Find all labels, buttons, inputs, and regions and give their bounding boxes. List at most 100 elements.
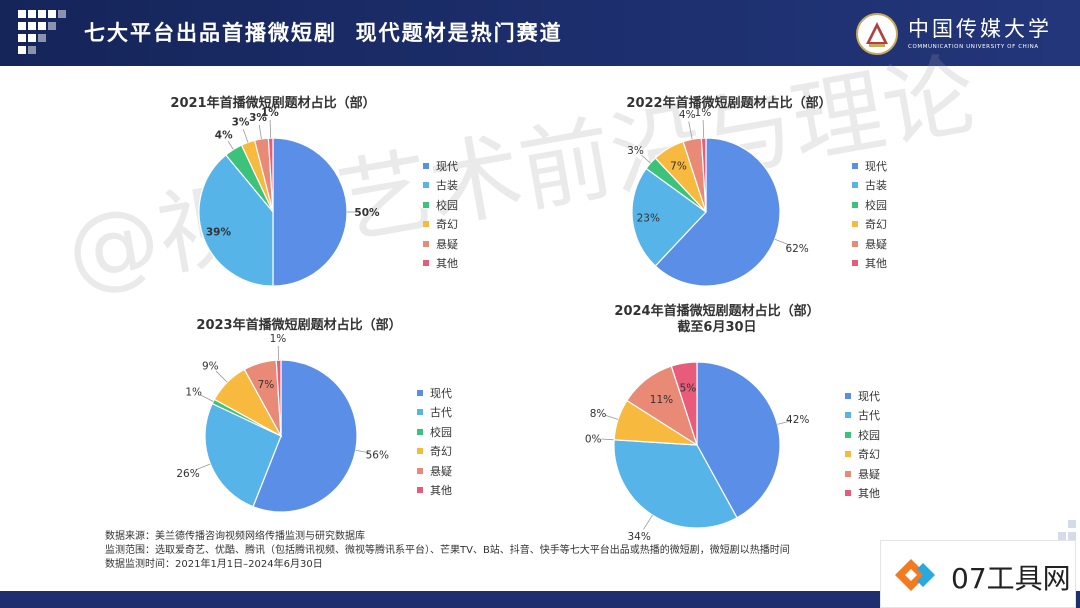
university-seal-icon: [856, 13, 898, 55]
legend-label: 校园: [436, 198, 458, 212]
data-label-1: 62%: [785, 243, 808, 255]
legend-item: 古装: [423, 176, 458, 196]
pie-slice-1: [252, 359, 358, 513]
university-name: 中国传媒大学: [908, 17, 1052, 41]
legend-swatch: [852, 260, 858, 267]
grid-logo-icon: [18, 10, 66, 54]
legend-label: 其他: [436, 257, 458, 271]
legend-swatch: [417, 389, 423, 396]
chart-title-2024: 2024年首播微短剧题材占比（部） 截至6月30日: [594, 304, 840, 336]
legend-item: 其他: [852, 254, 887, 274]
legend-item: 奇幻: [845, 445, 880, 465]
leader-line-6: [269, 120, 272, 139]
data-label-3: 3%: [627, 145, 644, 157]
data-label-6: 1%: [270, 333, 287, 345]
data-label-6: 5%: [680, 383, 697, 395]
legend-swatch: [423, 260, 429, 267]
legend-swatch: [845, 451, 851, 458]
legend-label: 古代: [430, 406, 452, 420]
legend-item: 古装: [852, 176, 887, 196]
data-label-1: 50%: [354, 207, 380, 219]
legend-item: 古代: [417, 403, 452, 423]
chart-title-2023: 2023年首播微短剧题材占比（部）: [196, 318, 402, 333]
pie-slice-1: [696, 361, 781, 519]
data-label-3: 1%: [185, 387, 202, 399]
legend-label: 悬疑: [430, 464, 452, 478]
pie-slice-1: [272, 137, 348, 287]
legend-swatch: [845, 470, 851, 477]
legend-label: 奇幻: [858, 448, 880, 462]
legend-item: 现代: [845, 386, 880, 406]
legend-item: 校园: [417, 422, 452, 442]
source-line-3: 数据监测时间：2021年1月1日–2024年6月30日: [105, 559, 323, 570]
legend-2024: 现代古代校园奇幻悬疑其他: [845, 386, 880, 503]
legend-label: 校园: [430, 425, 452, 439]
leader-line-3: [200, 394, 214, 402]
legend-label: 奇幻: [865, 218, 887, 232]
pie-slice-2: [613, 439, 738, 529]
data-label-5: 3%: [249, 112, 267, 124]
site-badge-text: 07工具网: [951, 562, 1071, 595]
leader-line-3: [227, 140, 234, 150]
legend-item: 校园: [845, 425, 880, 445]
legend-item: 现代: [417, 383, 452, 403]
data-label-4: 8%: [590, 408, 607, 420]
legend-item: 悬疑: [417, 461, 452, 481]
data-label-1: 42%: [786, 414, 809, 426]
legend-item: 校园: [852, 195, 887, 215]
legend-swatch: [423, 221, 429, 228]
legend-label: 悬疑: [865, 237, 887, 251]
legend-swatch: [845, 392, 851, 399]
pie-slice-6: [275, 359, 282, 437]
legend-item: 悬疑: [423, 234, 458, 254]
leader-line-1: [774, 238, 790, 246]
university-name-en: COMMUNICATION UNIVERSITY OF CHINA: [908, 44, 1039, 50]
data-label-2: 23%: [637, 212, 660, 224]
header-bar: 七大平台出品首播微短剧 现代题材是热门赛道 中国传媒大学 COMMUNICATI…: [0, 0, 1080, 66]
site-badge: 07工具网: [880, 540, 1076, 608]
data-label-2: 34%: [627, 531, 650, 543]
leader-line-2: [643, 514, 653, 530]
legend-swatch: [423, 182, 429, 189]
chart-title-2021: 2021年首播微短剧题材占比（部）: [170, 96, 376, 111]
chart-subtitle-2024: 截至6月30日: [677, 320, 757, 335]
legend-swatch: [417, 448, 423, 455]
legend-swatch: [417, 409, 423, 416]
legend-label: 其他: [865, 257, 887, 271]
pie-slice-6: [670, 361, 698, 446]
legend-2023: 现代古代校园奇幻悬疑其他: [417, 383, 452, 500]
data-label-5: 7%: [258, 379, 275, 391]
chart-title-2022: 2022年首播微短剧题材占比（部）: [626, 96, 832, 111]
legend-item: 现代: [423, 156, 458, 176]
legend-label: 古装: [865, 179, 887, 193]
legend-label: 古代: [858, 409, 880, 423]
legend-swatch: [423, 240, 429, 247]
legend-item: 悬疑: [845, 464, 880, 484]
legend-item: 奇幻: [423, 215, 458, 235]
chart-title-2024-main: 2024年首播微短剧题材占比（部）: [614, 304, 820, 319]
legend-label: 现代: [865, 159, 887, 173]
source-line-1: 数据来源：美兰德传播咨询视频网络传播监测与研究数据库: [105, 531, 365, 542]
leader-line-4: [242, 129, 249, 143]
legend-swatch: [852, 162, 858, 169]
legend-label: 其他: [858, 487, 880, 501]
data-label-5: 11%: [650, 394, 673, 406]
data-label-3: 0%: [585, 433, 602, 445]
site-logo-icon: [895, 559, 935, 591]
source-line-2: 监测范围：选取爱奇艺、优酷、腾讯（包括腾讯视频、微视等腾讯系平台）、芒果TV、B…: [105, 545, 790, 556]
legend-item: 奇幻: [417, 442, 452, 462]
legend-item: 其他: [423, 254, 458, 274]
leader-line-2: [195, 463, 211, 471]
legend-item: 其他: [417, 481, 452, 501]
legend-label: 悬疑: [436, 237, 458, 251]
pie-chart-2023: 56% 26% 1% 9% 7% 1%: [176, 333, 389, 513]
pie-slice-2: [198, 154, 274, 287]
data-label-4: 9%: [202, 360, 219, 372]
legend-label: 现代: [858, 389, 880, 403]
legend-label: 奇幻: [430, 445, 452, 459]
leader-line-6: [702, 120, 705, 139]
leader-line-3: [601, 438, 615, 441]
legend-swatch: [417, 487, 423, 494]
data-label-3: 4%: [215, 129, 233, 141]
legend-label: 现代: [430, 386, 452, 400]
